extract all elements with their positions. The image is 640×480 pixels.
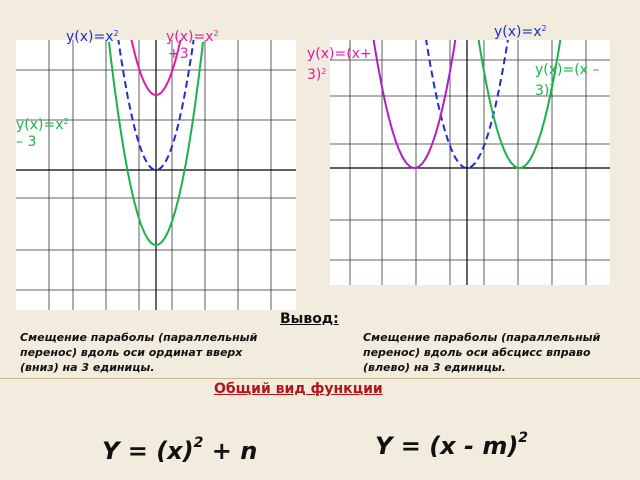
horizontal-shift-note: Смещение параболы (параллельный перенос)… — [363, 331, 601, 374]
conclusion-heading: Вывод: — [280, 311, 339, 327]
divider — [0, 378, 640, 379]
parabola-x-squared-plus-3 — [130, 40, 182, 97]
label-x-plus-3-squared: y(x)=(x+ 3)2 — [307, 46, 372, 83]
vertical-shift-graph — [16, 40, 296, 310]
formula-vertical-shift: Y = (x)2 + n — [102, 435, 258, 465]
label-x-squared-left: y(x)=x2 — [66, 29, 119, 45]
general-form-title: Общий вид функции — [214, 381, 383, 397]
parabola-x-plus-3-squared — [372, 40, 457, 170]
label-x-squared-right: y(x)=x2 — [494, 24, 547, 40]
label-x-squared-minus-3: y(x)=x2 – 3 — [16, 117, 69, 150]
vertical-shift-note: Смещение параболы (параллельный перенос)… — [20, 331, 258, 374]
parabola-x-squared-minus-3 — [108, 41, 204, 247]
label-x-minus-3-squared: y(x)=(x – 3)2 — [535, 62, 600, 99]
horizontal-shift-graph — [330, 40, 610, 285]
parabola-x-minus-3-squared — [477, 40, 562, 170]
label-x-squared-plus-3: y(x)=x2 +3 — [166, 29, 219, 62]
formula-horizontal-shift: Y = (x - m)2 — [375, 430, 529, 460]
